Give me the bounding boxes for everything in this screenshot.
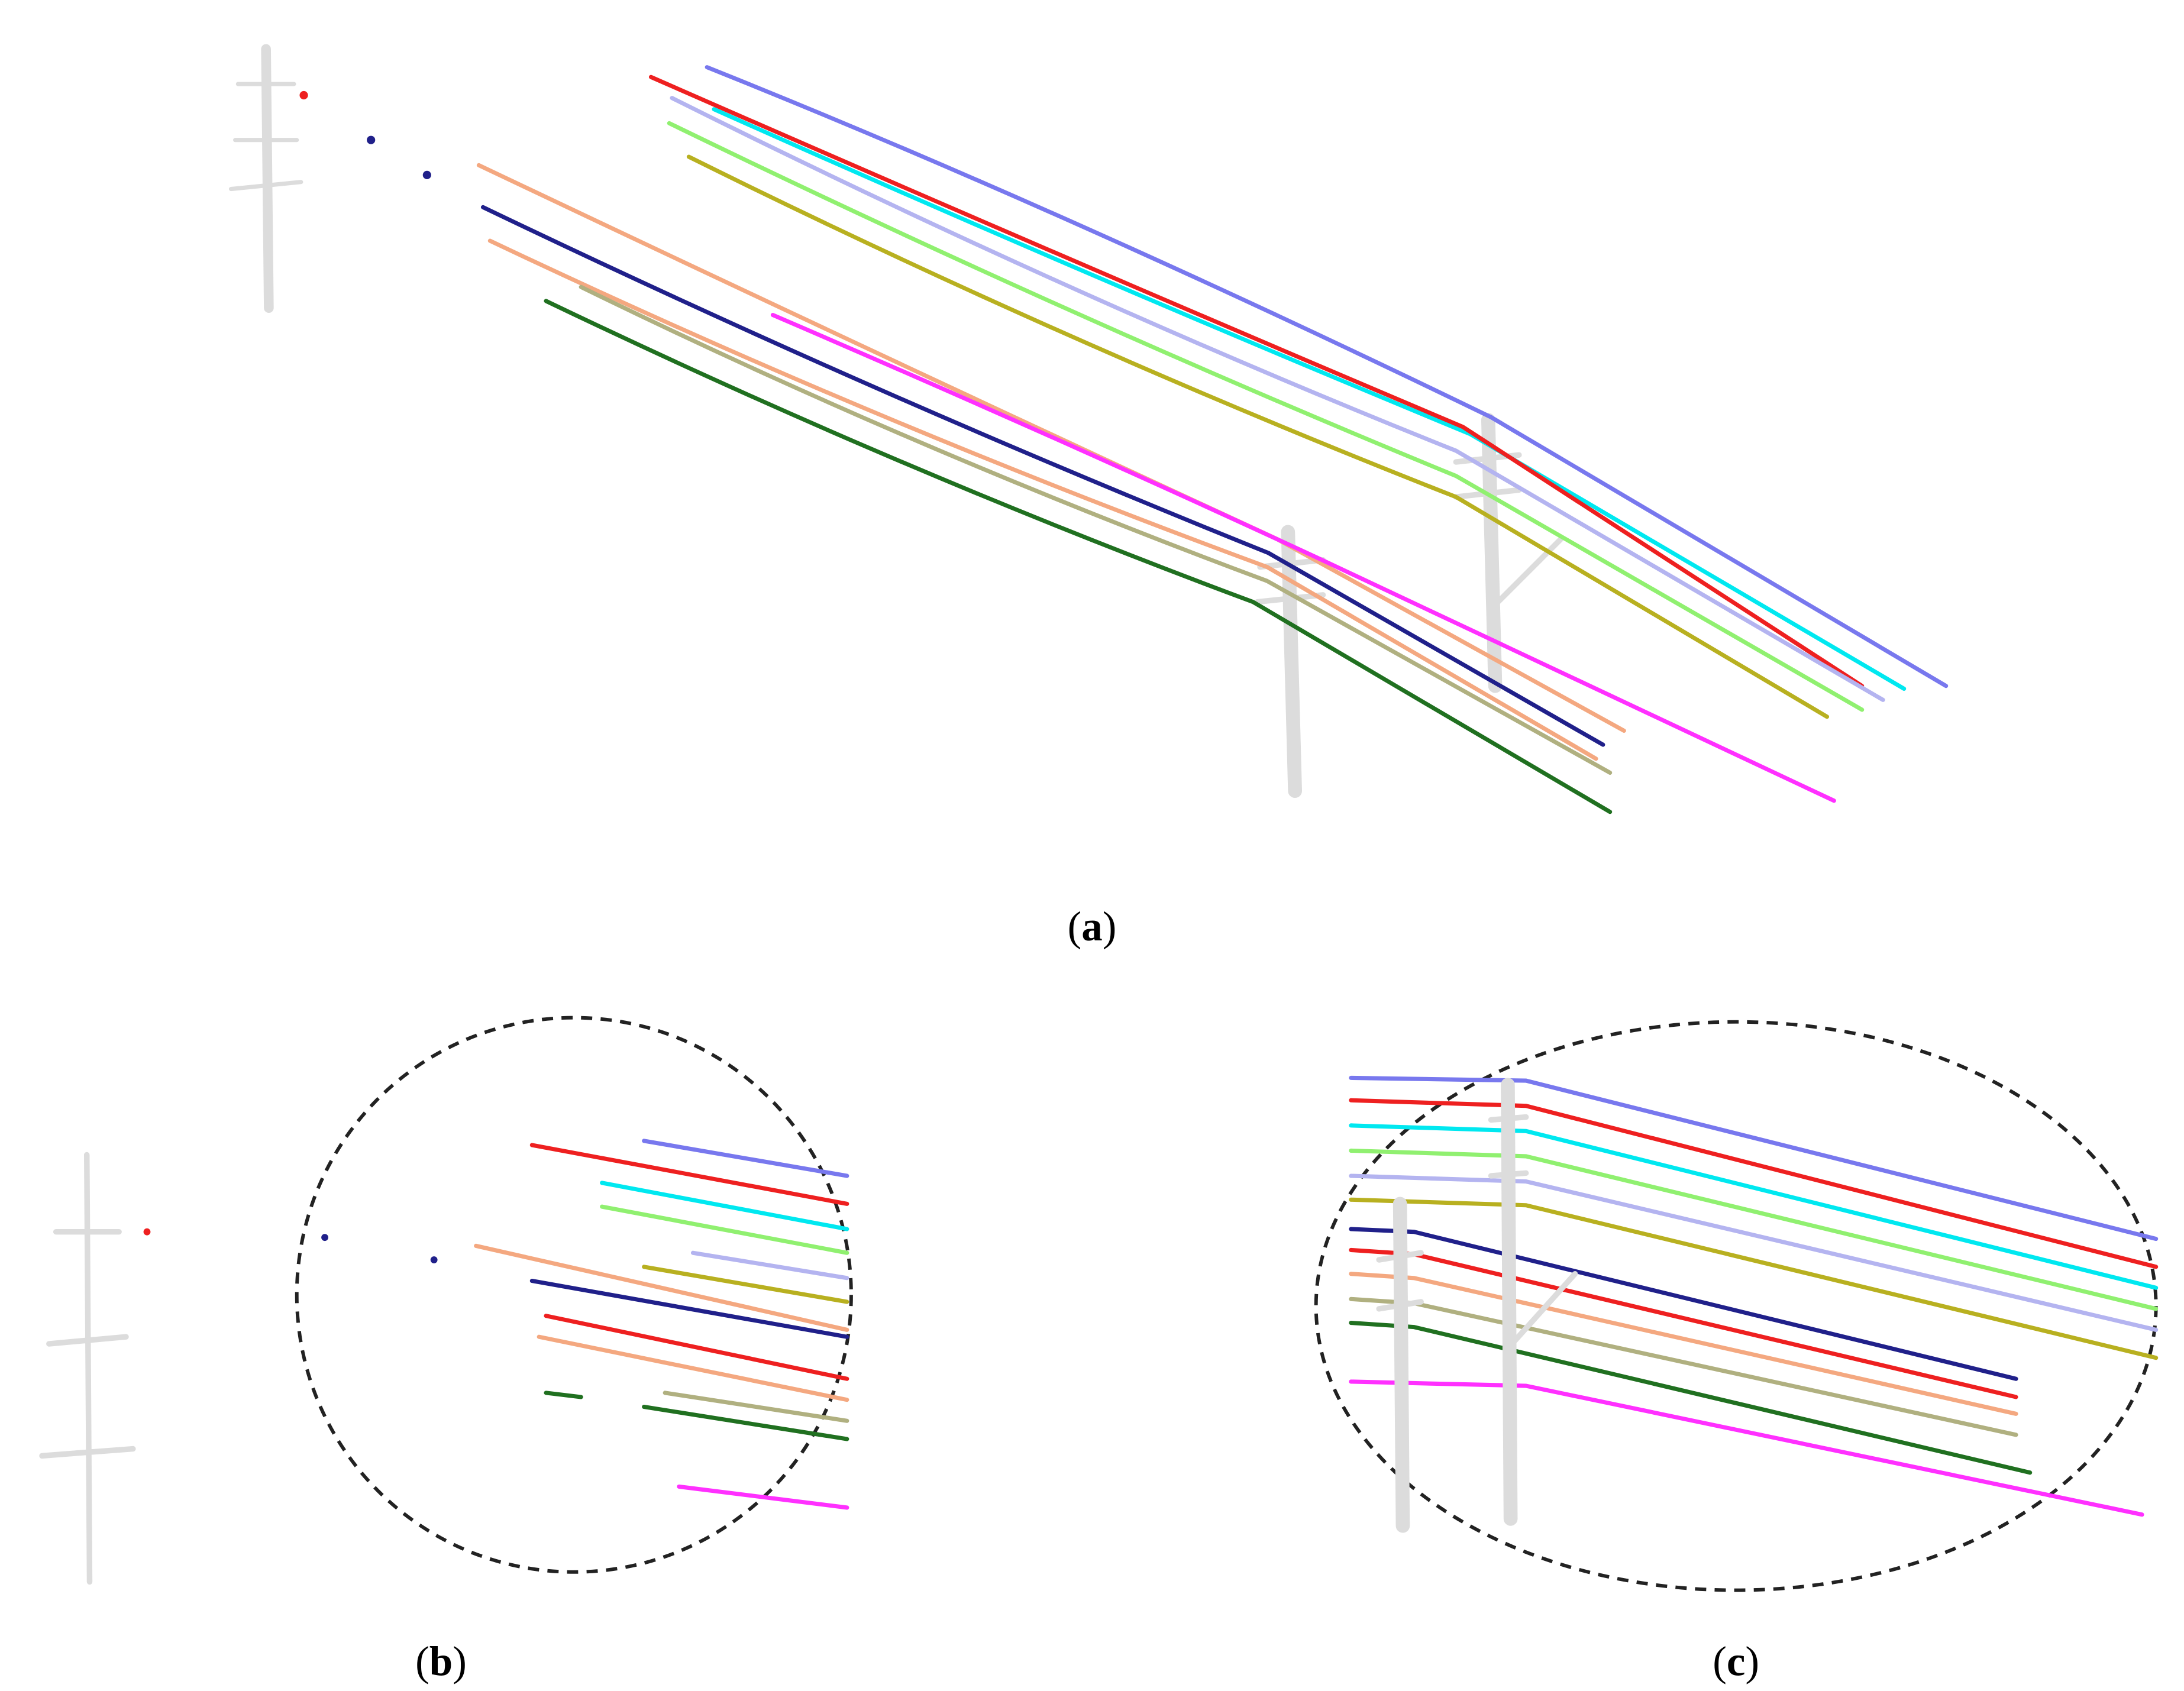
panel-c-point-cloud [1314,1020,2159,1592]
panel-a-label: (a) [1068,904,1117,950]
panel-c-label: (c) [1713,1639,1759,1685]
panel-b-point-cloud [39,1016,853,1585]
panel-a-point-cloud [228,44,1949,814]
panel-b-label: (b) [415,1639,467,1685]
